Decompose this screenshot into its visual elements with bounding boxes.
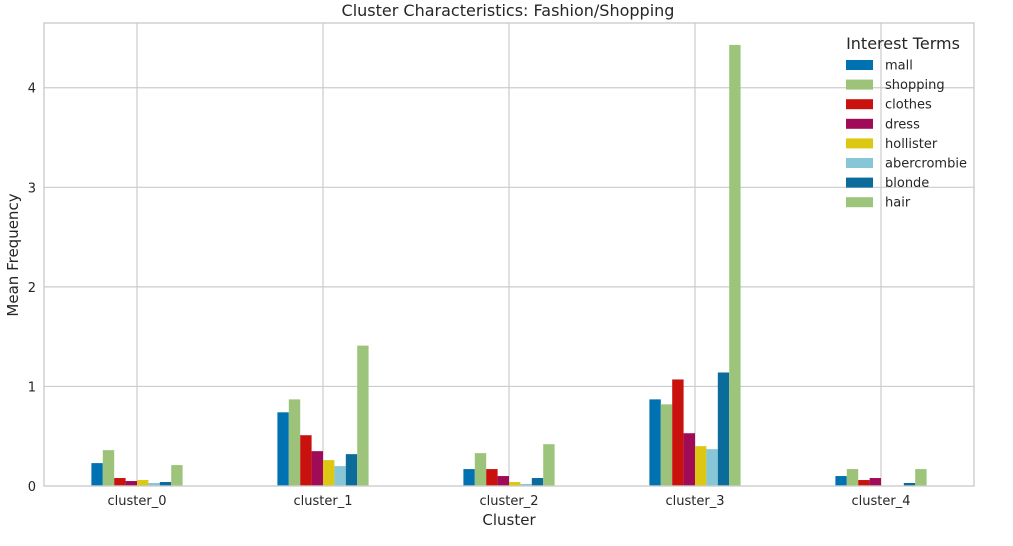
bar-blonde-cluster_0: [159, 482, 172, 486]
x-axis-label: Cluster: [482, 511, 536, 529]
legend-label-clothes: clothes: [885, 98, 932, 113]
legend-label-hollister: hollister: [885, 137, 938, 152]
bar-dress-cluster_2: [497, 476, 509, 486]
bar-abercrombie-cluster_3: [706, 449, 718, 486]
bar-clothes-cluster_3: [672, 379, 684, 486]
legend-swatch-abercrombie: [846, 158, 873, 168]
bar-blonde-cluster_4: [903, 483, 916, 486]
y-tick-label: 3: [28, 181, 36, 196]
bar-hair-cluster_0: [171, 465, 183, 486]
bar-dress-cluster_4: [869, 478, 881, 486]
x-tick-label: cluster_2: [480, 494, 539, 509]
bar-hollister-cluster_3: [695, 446, 707, 486]
legend-label-abercrombie: abercrombie: [885, 157, 967, 172]
y-tick-label: 4: [28, 82, 36, 97]
bar-dress-cluster_1: [311, 451, 323, 486]
bar-hollister-cluster_1: [323, 460, 335, 486]
legend-title: Interest Terms: [846, 34, 960, 53]
x-tick-label: cluster_0: [108, 494, 167, 509]
y-axis-label: Mean Frequency: [4, 193, 22, 316]
bar-hair-cluster_1: [357, 345, 369, 486]
x-axis-ticks: cluster_0 cluster_1 cluster_2 cluster_3 clus…: [108, 494, 911, 509]
bar-mall-cluster_2: [463, 469, 475, 486]
bar-hair-cluster_3: [729, 44, 741, 486]
bar-mall-cluster_3: [649, 399, 661, 486]
bar-abercrombie-cluster_0: [148, 483, 160, 486]
bar-hollister-cluster_0: [137, 480, 149, 486]
legend-label-mall: mall: [885, 59, 913, 74]
gridlines: [44, 23, 974, 486]
bar-clothes-cluster_1: [300, 435, 312, 486]
chart-title: Cluster Characteristics: Fashion/Shoppin…: [342, 1, 675, 20]
y-tick-label: 1: [28, 380, 36, 395]
bar-clothes-cluster_0: [114, 478, 126, 486]
bar-shopping-cluster_0: [102, 450, 115, 486]
bar-shopping-cluster_2: [474, 453, 487, 486]
bar-abercrombie-cluster_1: [334, 466, 346, 486]
y-tick-label: 2: [28, 281, 36, 296]
x-tick-label: cluster_4: [852, 494, 911, 509]
bar-abercrombie-cluster_2: [520, 484, 532, 486]
legend-label-blonde: blonde: [885, 176, 929, 191]
bar-blonde-cluster_2: [531, 478, 544, 486]
bar-clothes-cluster_2: [486, 469, 498, 486]
bar-hair-cluster_4: [915, 469, 927, 486]
bar-mall-cluster_4: [835, 476, 847, 486]
legend-swatch-hollister: [846, 138, 873, 149]
bar-dress-cluster_0: [125, 481, 137, 486]
bar-blonde-cluster_1: [345, 454, 358, 486]
legend-swatch-dress: [846, 118, 873, 129]
bar-mall-cluster_1: [277, 412, 289, 486]
bar-blonde-cluster_3: [717, 372, 730, 486]
legend-label-hair: hair: [885, 196, 911, 211]
x-tick-label: cluster_3: [666, 494, 725, 509]
bar-shopping-cluster_4: [846, 469, 859, 486]
y-tick-label: 0: [28, 480, 36, 495]
bar-mall-cluster_0: [91, 463, 103, 486]
bar-shopping-cluster_3: [660, 404, 673, 486]
legend-swatch-clothes: [846, 99, 873, 110]
bar-hollister-cluster_2: [509, 482, 521, 486]
bar-shopping-cluster_1: [288, 399, 301, 486]
legend-swatch-hair: [846, 197, 873, 208]
bar-dress-cluster_3: [683, 433, 695, 486]
plot-frame: [43, 22, 975, 487]
legend: Interest Terms mall shopping clothes dress h…: [846, 34, 967, 211]
bar-hair-cluster_2: [543, 444, 555, 486]
legend-swatch-shopping: [846, 79, 873, 90]
legend-label-shopping: shopping: [885, 78, 945, 93]
legend-swatch-blonde: [846, 177, 873, 188]
x-tick-label: cluster_1: [294, 494, 353, 509]
legend-label-dress: dress: [885, 117, 920, 132]
y-axis-ticks: 0 1 2 3 4: [28, 82, 36, 495]
bars: [91, 44, 927, 486]
bar-clothes-cluster_4: [858, 480, 870, 486]
legend-swatch-mall: [846, 60, 873, 70]
